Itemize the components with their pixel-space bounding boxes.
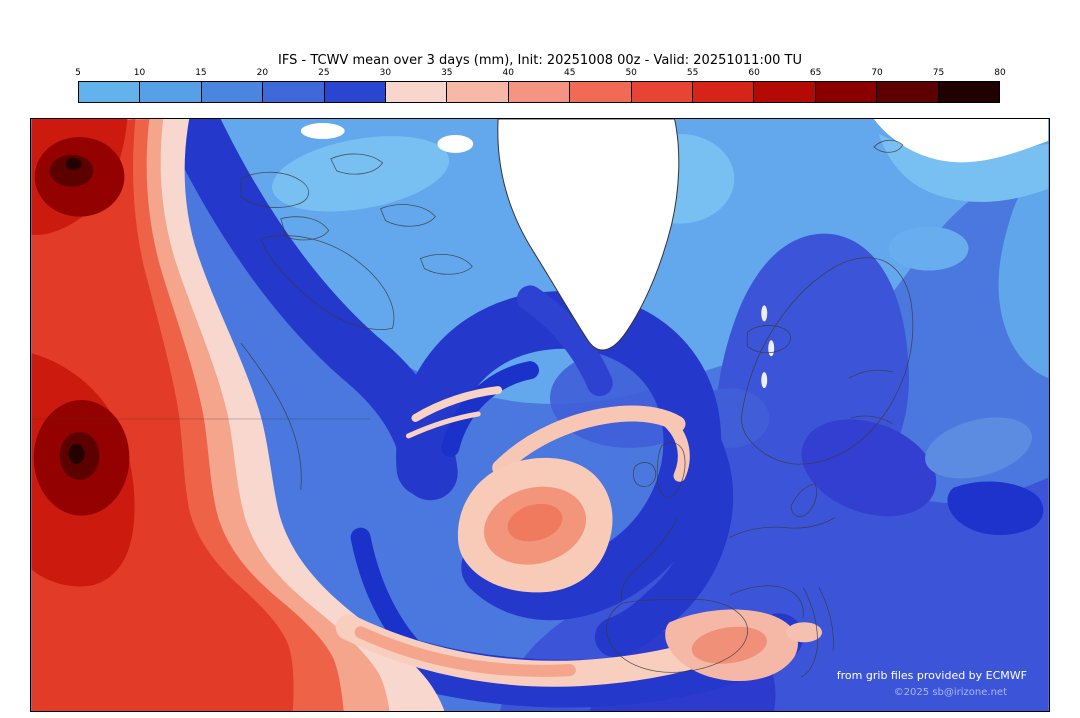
central-blob-deep-core	[507, 503, 563, 542]
map-area: from grib files provided by ECMWF ©2025 …	[30, 118, 1050, 712]
colorbar-tick: 65	[809, 68, 822, 78]
colorbar-bar	[78, 81, 1000, 103]
moisture-streak-nw-1	[411, 386, 503, 422]
chart-title: IFS - TCWV mean over 3 days (mm), Init: …	[278, 53, 802, 68]
colorbar-tick: 30	[379, 68, 392, 78]
white-patch-top-center	[300, 122, 345, 139]
colorbar-segment	[876, 82, 938, 102]
coastlines	[240, 139, 914, 678]
greenland-landmass	[497, 119, 680, 351]
colorbar-tick: 60	[748, 68, 760, 78]
colorbar-tick-labels: 5 10 15 20 25 30 35 40 45 50 55 60 65 70 75 80	[75, 68, 1006, 80]
iberia-moisture-core	[691, 626, 767, 664]
colorbar-tick: 25	[318, 68, 330, 78]
colorbar-tick: 20	[256, 68, 269, 78]
black-sea-dark-patch	[947, 481, 1044, 536]
colorbar-segment	[507, 82, 570, 102]
colorbar-tick: 5	[75, 68, 81, 78]
central-europe-dark-patch	[801, 419, 937, 517]
colorbar-segment	[692, 82, 754, 102]
colorbar-segment	[569, 82, 631, 102]
dark-maroon-top-left	[49, 154, 94, 187]
near-black-top-left	[65, 157, 82, 170]
colorbar-segment	[139, 82, 201, 102]
colorbar-tick: 10	[133, 68, 146, 78]
white-patch-west-of-greenland	[437, 134, 474, 153]
colorbar-tick: 50	[625, 68, 637, 78]
colorbar-segment	[262, 82, 324, 102]
near-black-mid-left	[68, 443, 85, 464]
tcwv-field-map	[31, 119, 1049, 711]
colorbar-segment	[446, 82, 508, 102]
norway-snow-speck-1	[761, 305, 768, 322]
colorbar-tick: 35	[441, 68, 453, 78]
moisture-streak-nw-2	[405, 411, 481, 439]
colorbar-segment	[814, 82, 877, 102]
colorbar: 5 10 15 20 25 30 35 40 45 50 55 60 65 70 75 80	[75, 68, 1006, 103]
colorbar-segment	[385, 82, 447, 102]
colorbar-segment	[630, 82, 693, 102]
credit-copyright: ©2025 sb@irizone.net	[893, 687, 1007, 698]
colorbar-segment	[79, 82, 140, 102]
moisture-band-upper-tail	[492, 405, 686, 476]
light-patch-barents	[888, 226, 969, 271]
colorbar-tick: 15	[195, 68, 207, 78]
colorbar-tick: 75	[932, 68, 945, 78]
norway-snow-speck-3	[761, 372, 768, 389]
colorbar-tick: 80	[994, 68, 1006, 78]
tyrrhenian-pink-patch	[786, 622, 823, 643]
white-corner-top-right	[873, 119, 1049, 163]
right-edge-light-band	[998, 148, 1049, 379]
colorbar-segment	[323, 82, 386, 102]
east-europe-light-patch	[925, 417, 1032, 479]
southern-moisture-band-salmon	[354, 626, 576, 677]
colorbar-segment	[200, 82, 263, 102]
colorbar-segment	[753, 82, 815, 102]
moisture-band-tail-curl	[663, 416, 690, 482]
colorbar-tick: 45	[563, 68, 576, 78]
credit-ecmwf: from grib files provided by ECMWF	[836, 669, 1027, 682]
colorbar-tick: 40	[502, 68, 514, 78]
dark-band-east-limb	[594, 398, 734, 658]
dark-streak-se-greenland	[517, 285, 613, 397]
norway-snow-speck-2	[768, 340, 775, 357]
colorbar-segment	[937, 82, 1000, 102]
colorbar-tick: 70	[871, 68, 883, 78]
colorbar-tick: 55	[686, 68, 699, 78]
